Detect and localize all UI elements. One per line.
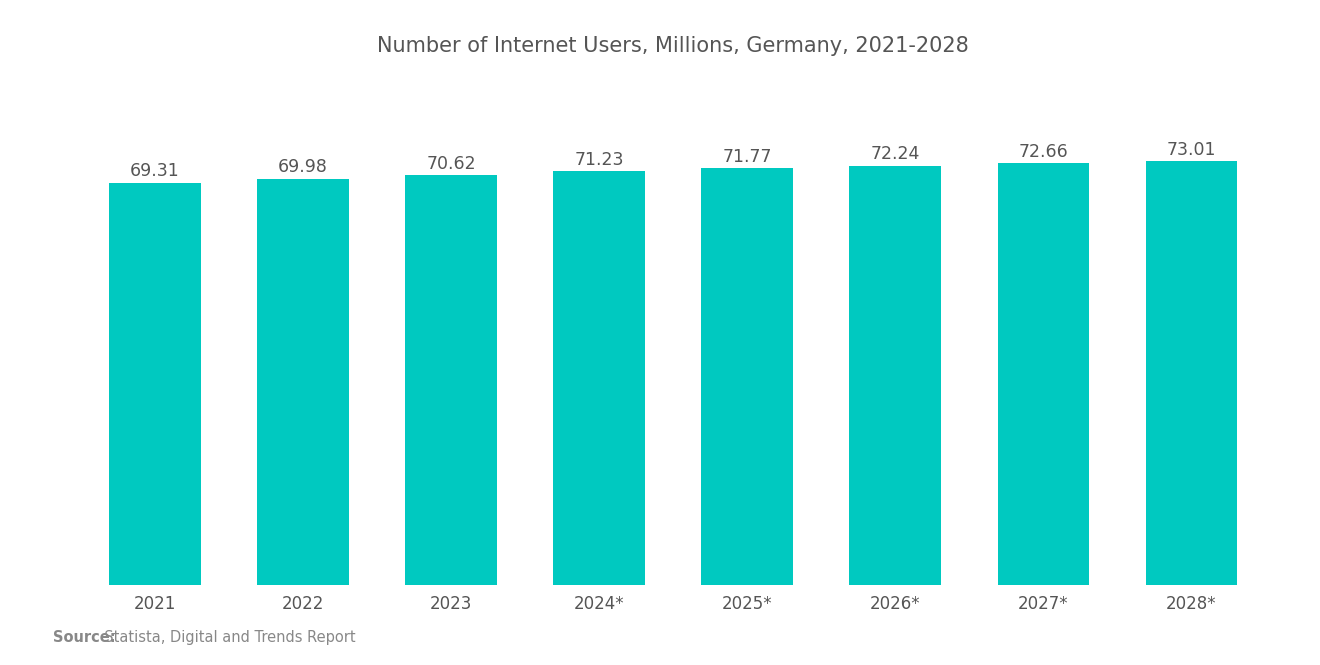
Bar: [1146, 161, 1237, 585]
Text: 70.62: 70.62: [426, 155, 477, 173]
Text: Statista, Digital and Trends Report: Statista, Digital and Trends Report: [95, 630, 355, 645]
Bar: [850, 166, 941, 585]
Text: Source:: Source:: [53, 630, 115, 645]
Text: 72.66: 72.66: [1019, 143, 1068, 161]
Bar: [405, 175, 496, 585]
Bar: [110, 183, 201, 585]
Text: 71.23: 71.23: [574, 151, 624, 169]
Title: Number of Internet Users, Millions, Germany, 2021-2028: Number of Internet Users, Millions, Germ…: [378, 36, 969, 56]
Text: 69.98: 69.98: [279, 158, 327, 176]
Text: 71.77: 71.77: [722, 148, 772, 166]
Bar: [701, 168, 793, 585]
Text: 73.01: 73.01: [1167, 141, 1216, 159]
Bar: [998, 163, 1089, 585]
Bar: [257, 179, 348, 585]
Text: 69.31: 69.31: [129, 162, 180, 180]
Text: 72.24: 72.24: [871, 145, 920, 163]
Bar: [553, 172, 645, 585]
